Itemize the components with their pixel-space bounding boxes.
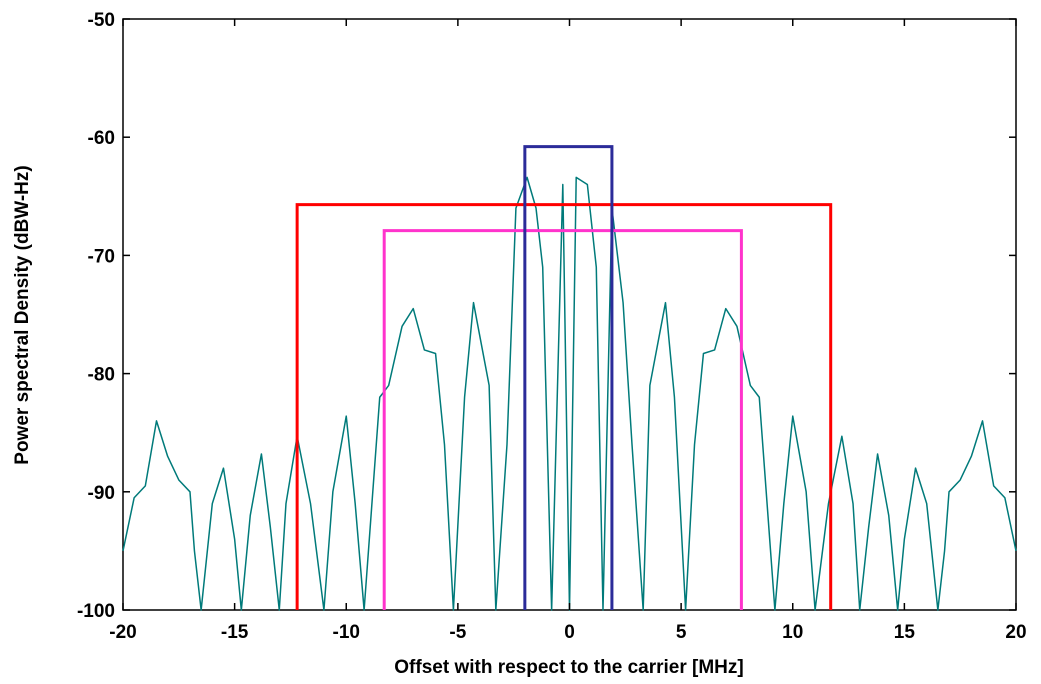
x-tick-label: 20 bbox=[1005, 622, 1026, 643]
y-tick-label: -80 bbox=[88, 365, 115, 386]
tick-layer: -20 -15 -10 -5 0 5 10 15 20-50-60-70-80-90-100 bbox=[77, 10, 1027, 643]
x-tick-label: 15 bbox=[894, 622, 916, 643]
plot-area bbox=[122, 18, 1017, 611]
mask-layer bbox=[295, 145, 833, 610]
x-tick-label: -5 bbox=[449, 622, 466, 643]
x-tick-label: -10 bbox=[333, 622, 360, 643]
y-tick-label: -90 bbox=[88, 483, 115, 504]
y-tick-label: -60 bbox=[88, 128, 115, 149]
mask-series-0 bbox=[295, 203, 833, 610]
x-axis-title: Offset with respect to the carrier [MHz] bbox=[394, 657, 743, 678]
x-tick-label: -15 bbox=[221, 622, 249, 643]
x-tick-label: -20 bbox=[109, 622, 136, 643]
x-tick-label: 0 bbox=[564, 622, 575, 643]
y-axis-title: Power spectral Density (dBW-Hz) bbox=[12, 165, 33, 464]
y-tick-label: -70 bbox=[88, 246, 115, 267]
mask-series-2 bbox=[523, 145, 614, 610]
y-tick-label: -100 bbox=[77, 601, 115, 622]
x-tick-label: 10 bbox=[782, 622, 803, 643]
y-tick-label: -50 bbox=[88, 10, 115, 31]
mask-series-1 bbox=[382, 229, 743, 610]
x-tick-label: 5 bbox=[676, 622, 687, 643]
